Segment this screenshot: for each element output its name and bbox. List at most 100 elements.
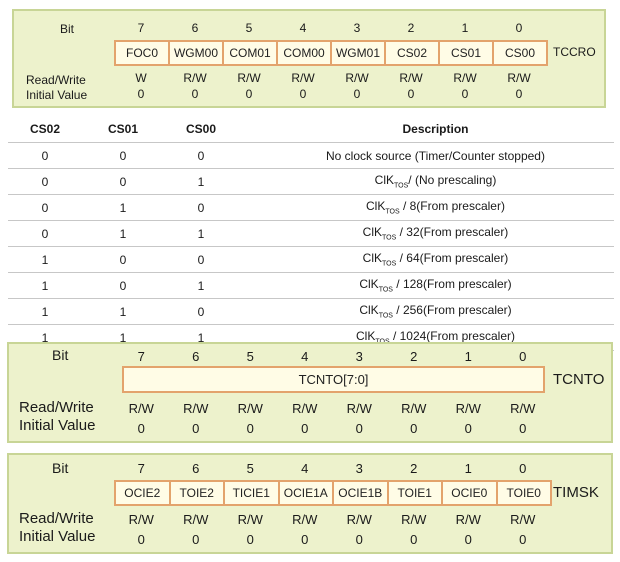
rw-value: R/W: [128, 401, 154, 416]
tcnt0-bit-label: Bit: [52, 347, 69, 363]
register-bit-cell: OCIE1A: [277, 480, 334, 506]
rw-value: R/W: [291, 71, 315, 85]
description-subscript: TOS: [382, 234, 397, 242]
init-value: 0: [519, 421, 527, 436]
init-value: 0: [137, 421, 145, 436]
description-suffix: / 256(From prescaler): [392, 303, 512, 318]
register-bit-cell: WGM00: [168, 40, 224, 66]
clock-select-table: CS02 CS01 CS00 Description 0 0 0 No clock s…: [8, 116, 614, 351]
header-cs01: CS01: [107, 122, 139, 136]
cell-cs01: 1: [82, 298, 164, 325]
tcnt0-field-label: TCNTO[7:0]: [298, 372, 369, 387]
init-value: 0: [355, 421, 363, 436]
init-value: 0: [355, 532, 363, 547]
rw-value: R/W: [455, 512, 481, 527]
description-suffix: / 8(From prescaler): [399, 199, 505, 214]
cell-cs01: 0: [82, 272, 164, 299]
tcnt0-init-label: Initial Value: [19, 417, 96, 434]
init-value: 0: [246, 421, 254, 436]
description-suffix: / 1024(From prescaler): [389, 329, 515, 344]
cell-description: ClKTOS/ (No prescaling): [238, 168, 614, 195]
cell-cs02: 0: [8, 168, 82, 195]
bit-number: 1: [461, 21, 469, 35]
register-bit-cell: OCIE2: [114, 480, 171, 506]
rw-value: R/W: [453, 71, 477, 85]
register-bit-cell: TOIE1: [386, 480, 443, 506]
description-main: ClK: [362, 225, 383, 240]
init-value: 0: [301, 532, 309, 547]
register-bit-cell: FOC0: [114, 40, 170, 66]
init-value: 0: [461, 87, 469, 101]
init-value: 0: [464, 532, 472, 547]
description-subscript: TOS: [394, 182, 409, 190]
tcnt0-register-name: TCNTO: [553, 371, 605, 388]
bit-number: 5: [245, 21, 253, 35]
rw-value: R/W: [128, 512, 154, 527]
register-bit-cell: CS00: [492, 40, 548, 66]
rw-value: R/W: [345, 71, 369, 85]
cell-cs01: 1: [82, 194, 164, 221]
rw-value: R/W: [292, 401, 318, 416]
register-bit-cell: CS01: [438, 40, 494, 66]
table-row: 1 0 1 ClKTOS / 128(From prescaler): [8, 272, 614, 299]
cell-cs00: 1: [164, 168, 238, 195]
bit-number: 6: [192, 461, 200, 476]
bit-number: 5: [246, 349, 254, 364]
rw-value: R/W: [292, 512, 318, 527]
description-main: ClK: [359, 277, 379, 292]
timsk-bit-label: Bit: [52, 460, 69, 476]
description-suffix: / 32(From prescaler): [396, 225, 509, 240]
description-subscript: TOS: [385, 208, 400, 216]
rw-value: R/W: [399, 71, 423, 85]
cell-cs00: 0: [164, 298, 238, 325]
bit-number: 4: [299, 21, 307, 35]
rw-value: R/W: [510, 512, 536, 527]
cell-cs00: 1: [164, 272, 238, 299]
table-row: 0 0 1 ClKTOS/ (No prescaling): [8, 168, 614, 195]
cell-description: ClKTOS / 8(From prescaler): [238, 194, 614, 221]
description-main: ClK: [366, 199, 386, 214]
cell-cs01: 0: [82, 168, 164, 195]
timsk-init-label: Initial Value: [19, 528, 96, 545]
init-value: 0: [410, 421, 418, 436]
bit-number: 7: [137, 349, 145, 364]
table-row: 1 1 0 ClKTOS / 256(From prescaler): [8, 298, 614, 325]
description-main: No clock source (Timer/Counter stopped): [326, 148, 545, 163]
cell-cs02: 1: [8, 298, 82, 325]
description-main: ClK: [362, 251, 383, 266]
cell-cs02: 0: [8, 142, 82, 169]
rw-value: R/W: [455, 401, 481, 416]
cell-description: ClKTOS / 32(From prescaler): [238, 220, 614, 247]
header-cs00: CS00: [185, 122, 217, 136]
register-bit-cell: OCIE1B: [332, 480, 389, 506]
tccr0-register-name: TCCRO: [553, 45, 596, 59]
bit-number: 3: [355, 461, 363, 476]
cell-cs00: 0: [164, 194, 238, 221]
rw-value: R/W: [183, 401, 209, 416]
bit-number: 7: [137, 461, 145, 476]
cell-cs02: 0: [8, 194, 82, 221]
cell-cs00: 0: [164, 142, 238, 169]
table-row: 0 1 1 ClKTOS / 32(From prescaler): [8, 220, 614, 247]
rw-value: R/W: [237, 71, 261, 85]
init-value: 0: [519, 532, 527, 547]
rw-value: R/W: [510, 401, 536, 416]
init-value: 0: [192, 421, 200, 436]
rw-value: R/W: [401, 401, 427, 416]
description-subscript: TOS: [378, 312, 393, 320]
cell-cs01: 0: [82, 142, 164, 169]
cell-cs02: 0: [8, 220, 82, 247]
register-bit-cell: COM01: [222, 40, 278, 66]
init-value: 0: [299, 87, 307, 101]
register-bit-cell: CS02: [384, 40, 440, 66]
bit-number: 0: [519, 461, 527, 476]
rw-value: R/W: [401, 512, 427, 527]
tcnt0-rw-label: Read/Write: [19, 399, 94, 416]
bit-number: 6: [191, 21, 199, 35]
init-value: 0: [137, 532, 145, 547]
cell-cs00: 0: [164, 246, 238, 273]
init-value: 0: [410, 532, 418, 547]
cell-description: No clock source (Timer/Counter stopped): [238, 142, 614, 169]
init-value: 0: [301, 421, 309, 436]
bit-number: 7: [137, 21, 145, 35]
